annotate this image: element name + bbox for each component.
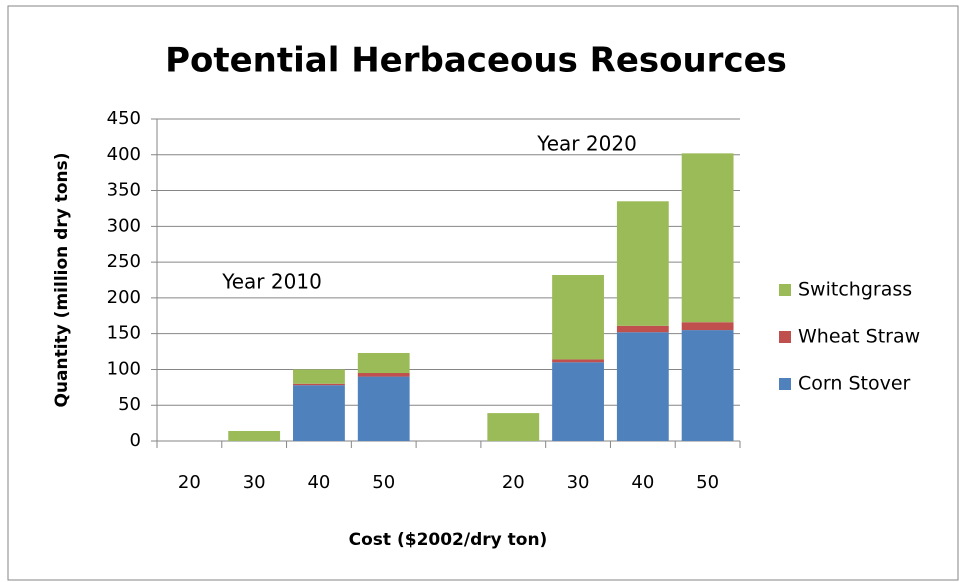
y-tick-label: 100 — [107, 358, 141, 379]
y-tick-label: 350 — [107, 180, 141, 201]
x-tick-label: 50 — [696, 472, 719, 493]
y-tick-label: 300 — [107, 215, 141, 236]
legend-swatch — [779, 331, 791, 343]
x-tick-label: 30 — [567, 472, 590, 493]
bar-segment — [681, 322, 734, 331]
bar-segment — [228, 430, 281, 441]
x-tick-label: 50 — [372, 472, 395, 493]
bar-segment — [681, 153, 734, 323]
legend-swatch — [779, 378, 791, 390]
legend-label: Switchgrass — [798, 279, 912, 301]
x-tick-label: 40 — [631, 472, 654, 493]
legend-swatch — [779, 284, 791, 296]
y-tick-label: 250 — [107, 251, 141, 272]
bar-segment — [552, 362, 604, 441]
annotation: Year 2020 — [536, 132, 637, 156]
bar-segment — [681, 330, 734, 441]
y-tick-label: 450 — [107, 108, 141, 129]
annotation: Year 2010 — [221, 270, 322, 294]
bar-segment — [616, 325, 669, 333]
bar-segment — [616, 332, 669, 441]
chart-frame — [7, 5, 959, 581]
x-axis-label: Cost ($2002/dry ton) — [349, 530, 548, 550]
bar-segment — [293, 385, 345, 441]
x-tick-label: 30 — [243, 472, 266, 493]
y-tick-label: 200 — [107, 287, 141, 308]
bar-segment — [293, 383, 345, 386]
bar-segment — [357, 373, 410, 377]
bar-segment — [293, 369, 345, 384]
bar-segment — [357, 352, 410, 374]
bar-segment — [552, 274, 604, 360]
y-tick-label: 150 — [107, 323, 141, 344]
y-tick-label: 400 — [107, 144, 141, 165]
legend-label: Wheat Straw — [798, 326, 920, 348]
y-tick-label: 50 — [118, 394, 141, 415]
legend-label: Corn Stover — [798, 373, 911, 395]
bar-segment — [487, 413, 540, 441]
chart-title: Potential Herbaceous Resources — [165, 41, 787, 81]
x-tick-label: 20 — [178, 472, 201, 493]
x-tick-label: 20 — [502, 472, 525, 493]
x-tick-label: 40 — [307, 472, 330, 493]
bar-segment — [552, 359, 604, 363]
bar-segment — [616, 201, 669, 326]
bar-segment — [357, 376, 410, 441]
y-axis-label: Quantity (million dry tons) — [52, 152, 72, 407]
y-tick-label: 0 — [130, 430, 141, 451]
